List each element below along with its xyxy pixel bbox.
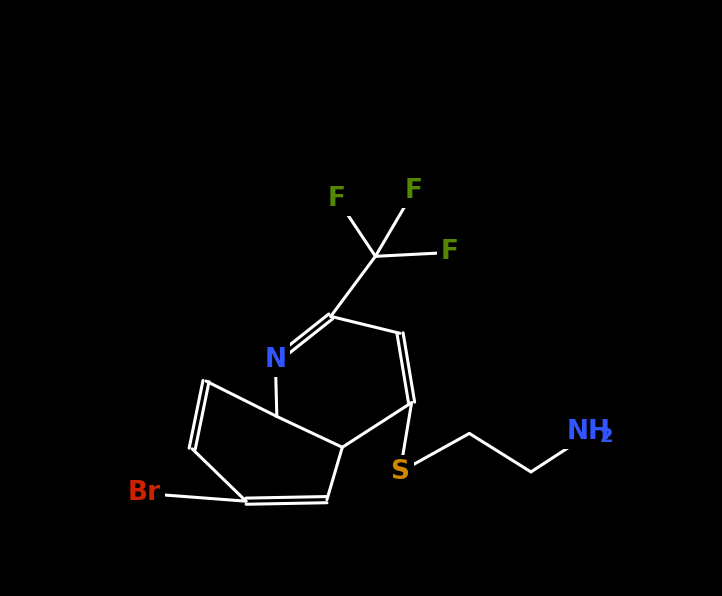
Text: F: F xyxy=(405,178,423,204)
Text: NH: NH xyxy=(567,419,611,445)
Text: N: N xyxy=(264,347,287,373)
Text: 2: 2 xyxy=(599,427,613,446)
Text: Br: Br xyxy=(128,480,161,507)
Text: S: S xyxy=(391,459,409,485)
Text: F: F xyxy=(441,240,459,265)
Text: F: F xyxy=(328,185,346,212)
